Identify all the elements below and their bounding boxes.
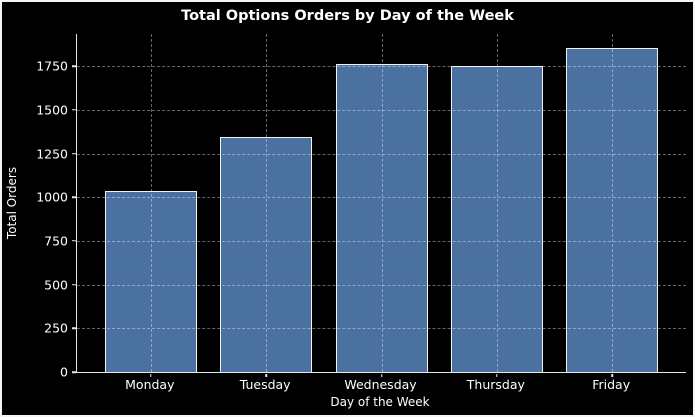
y-tick-mark-1000 [71, 196, 76, 199]
x-tick-mark-monday [150, 373, 152, 377]
y-tick-label-500: 500 [44, 277, 68, 293]
y-tick-mark-250 [71, 327, 76, 330]
y-tick-label-250: 250 [44, 320, 68, 336]
bar-thursday [450, 66, 543, 372]
plot-area [71, 34, 686, 377]
chart-title: Total Options Orders by Day of the Week [181, 8, 514, 24]
x-tick-mark-tuesday [265, 373, 267, 377]
x-tick-mark-friday [611, 373, 613, 377]
x-tick-mark-thursday [496, 373, 498, 377]
y-tick-label-1250: 1250 [36, 146, 68, 162]
x-tick-label-thursday: Thursday [466, 377, 525, 392]
bar-friday [566, 47, 659, 372]
y-axis-title: Total Orders [5, 166, 19, 240]
y-tick-label-0: 0 [60, 364, 68, 380]
y-tick-mark-1750 [71, 65, 76, 68]
y-tick-label-1500: 1500 [36, 102, 68, 118]
x-tick-label-friday: Friday [592, 377, 631, 392]
x-tick-label-wednesday: Wednesday [344, 377, 417, 392]
y-tick-mark-750 [71, 240, 76, 242]
bar-monday [104, 191, 197, 372]
y-tick-label-750: 750 [44, 233, 68, 249]
bar-wednesday [335, 63, 428, 372]
x-tick-label-monday: Monday [125, 377, 175, 392]
y-tick-mark-1500 [71, 109, 76, 111]
x-tick-mark-wednesday [380, 373, 383, 377]
y-tick-mark-1250 [71, 152, 76, 155]
x-tick-label-tuesday: Tuesday [239, 377, 291, 392]
x-axis-title: Day of the Week [330, 395, 430, 409]
y-tick-label-1000: 1000 [36, 189, 68, 205]
y-tick-label-1750: 1750 [36, 58, 68, 74]
bar-tuesday [220, 137, 313, 372]
y-tick-mark-0 [71, 371, 76, 373]
y-tick-mark-500 [71, 283, 76, 286]
